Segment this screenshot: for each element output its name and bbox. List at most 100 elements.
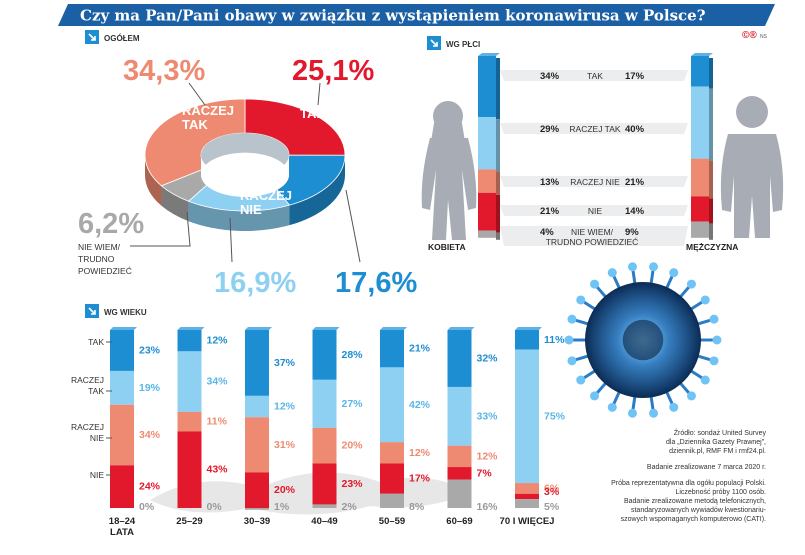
gender-bar-side	[496, 58, 500, 120]
gender-bar-side	[709, 88, 713, 161]
virus-spike-tip	[627, 408, 637, 418]
age-bar-top	[312, 327, 340, 330]
age-bar-top	[515, 327, 542, 330]
arrow-down-right-glyph	[430, 39, 438, 47]
age-value-label: 0%	[207, 501, 223, 513]
gender-bar-side	[709, 198, 713, 224]
virus-spike-tip	[576, 295, 586, 305]
age-bar-segment	[312, 463, 337, 505]
woman-silhouette-icon	[421, 101, 477, 240]
age-value-label: 20%	[274, 484, 296, 496]
age-value-label: 11%	[207, 416, 228, 428]
age-value-label: 28%	[342, 349, 364, 361]
age-bar-top	[245, 327, 272, 330]
gender-bar-top	[478, 53, 500, 56]
donut-value-label: 25,1%	[292, 55, 374, 87]
author-initials: NS	[760, 34, 768, 40]
age-value-label: 23%	[139, 344, 161, 356]
virus-core	[622, 319, 664, 361]
donut-segment-label: RACZEJ	[240, 188, 292, 203]
age-bar-segment	[515, 493, 539, 500]
gender-bar-segment	[691, 221, 709, 238]
donut-unknown-label: TRUDNO	[78, 254, 115, 264]
age-value-label: 34%	[207, 376, 229, 388]
section-overall-header: OGÓŁEM	[85, 30, 140, 44]
source-line: Badanie zrealizowane 7 marca 2020 r.	[647, 464, 766, 471]
section-title-overall: OGÓŁEM	[104, 34, 140, 43]
donut-unknown-label: POWIEDZIEĆ	[78, 266, 132, 276]
age-bar-segment	[447, 445, 472, 468]
donut-segment-label: RACZEJ	[182, 103, 234, 118]
age-bar-segment	[312, 427, 337, 464]
gender-bar-side	[709, 223, 713, 240]
age-value-label: 42%	[409, 399, 431, 411]
age-bar-segment	[110, 370, 134, 405]
gender-value-man: 9%	[625, 227, 639, 238]
age-stacked-bar-chart: 23%19%34%24%0%18–24LATA12%34%11%43%0%25–…	[71, 327, 566, 538]
age-bar-top	[380, 327, 407, 330]
age-bar-segment	[177, 330, 202, 352]
age-value-label: 11%	[544, 334, 565, 346]
age-bar-segment	[515, 349, 539, 484]
virus-spike-tip	[567, 356, 577, 366]
virus-spike-tip	[712, 335, 722, 345]
age-row-label: TAK	[88, 337, 104, 347]
age-row-label: TAK	[88, 386, 104, 396]
age-bar-segment	[515, 499, 539, 508]
gender-value-woman: 29%	[540, 124, 560, 135]
age-value-label: 16%	[477, 501, 499, 513]
header: Czy ma Pan/Pani obawy w związku z wystąp…	[58, 4, 775, 41]
source-line: Badanie zrealizowane metodą telefoniczny…	[624, 498, 766, 505]
gender-value-man: 40%	[625, 124, 645, 135]
age-category-label: 70 I WIĘCEJ	[500, 516, 555, 527]
age-value-label: 34%	[139, 429, 161, 441]
gender-row-band	[500, 70, 688, 81]
gender-bar-segment	[478, 56, 496, 118]
age-bar-segment	[515, 330, 539, 350]
age-value-label: 31%	[274, 439, 296, 451]
donut-segment-label: NIE	[240, 202, 262, 217]
age-value-label: 27%	[342, 398, 364, 410]
age-category-label: LATA	[110, 527, 134, 538]
age-bar-top	[447, 327, 475, 330]
age-value-label: 21%	[409, 343, 431, 355]
virus-spike-tip	[709, 356, 719, 366]
donut-value-label: 6,2%	[78, 208, 144, 240]
virus-spike-tip	[590, 391, 600, 401]
age-bar-segment	[245, 472, 269, 508]
header-title: Czy ma Pan/Pani obawy w związku z wystąp…	[80, 7, 706, 25]
gender-bar-segment	[478, 117, 496, 170]
source-line: szowych wspomaganych komputerowo (CATI).	[621, 516, 766, 523]
gender-value-man: 14%	[625, 206, 645, 217]
age-value-label: 23%	[342, 478, 364, 490]
gender-bar-side	[496, 232, 500, 240]
age-bar-segment	[380, 367, 404, 443]
age-category-label: 18–24	[109, 516, 136, 527]
gender-bar-segment	[691, 196, 709, 222]
age-bar-segment	[447, 386, 472, 446]
age-value-label: 12%	[477, 450, 499, 462]
age-row-label: NIE	[90, 470, 105, 480]
source-line: Liczebność próby 1100 osób.	[675, 489, 766, 496]
virus-spike-tip	[669, 402, 679, 412]
age-bar-segment	[312, 504, 337, 508]
gender-bar-side	[496, 119, 500, 172]
gender-row-label: TAK	[587, 71, 603, 81]
source-line: standaryzowanych wywiadów kwestionariu-	[631, 507, 767, 514]
age-value-label: 6%	[544, 482, 560, 494]
source-line: dziennik.pl, RMF FM i rmf24.pl.	[669, 448, 766, 455]
section-title-gender: WG PŁCI	[446, 40, 480, 49]
age-bar-segment	[380, 493, 404, 508]
gender-bar-segment	[691, 56, 709, 87]
age-value-label: 37%	[274, 357, 296, 369]
virus-spike-tip	[590, 279, 600, 289]
age-value-label: 19%	[139, 382, 161, 394]
donut-side-wall	[289, 155, 345, 226]
gender-stacked-bar-chart: KOBIETA MĘŻCZYZNA 34% TAK 17% 29% RACZEJ TAK 40…	[428, 53, 738, 252]
age-category-label: 50–59	[379, 516, 405, 527]
age-category-label: 40–49	[311, 516, 337, 527]
virus-spike-tip	[669, 268, 679, 278]
gender-bar-segment	[478, 169, 496, 193]
section-gender-header: WG PŁCI	[427, 36, 480, 50]
